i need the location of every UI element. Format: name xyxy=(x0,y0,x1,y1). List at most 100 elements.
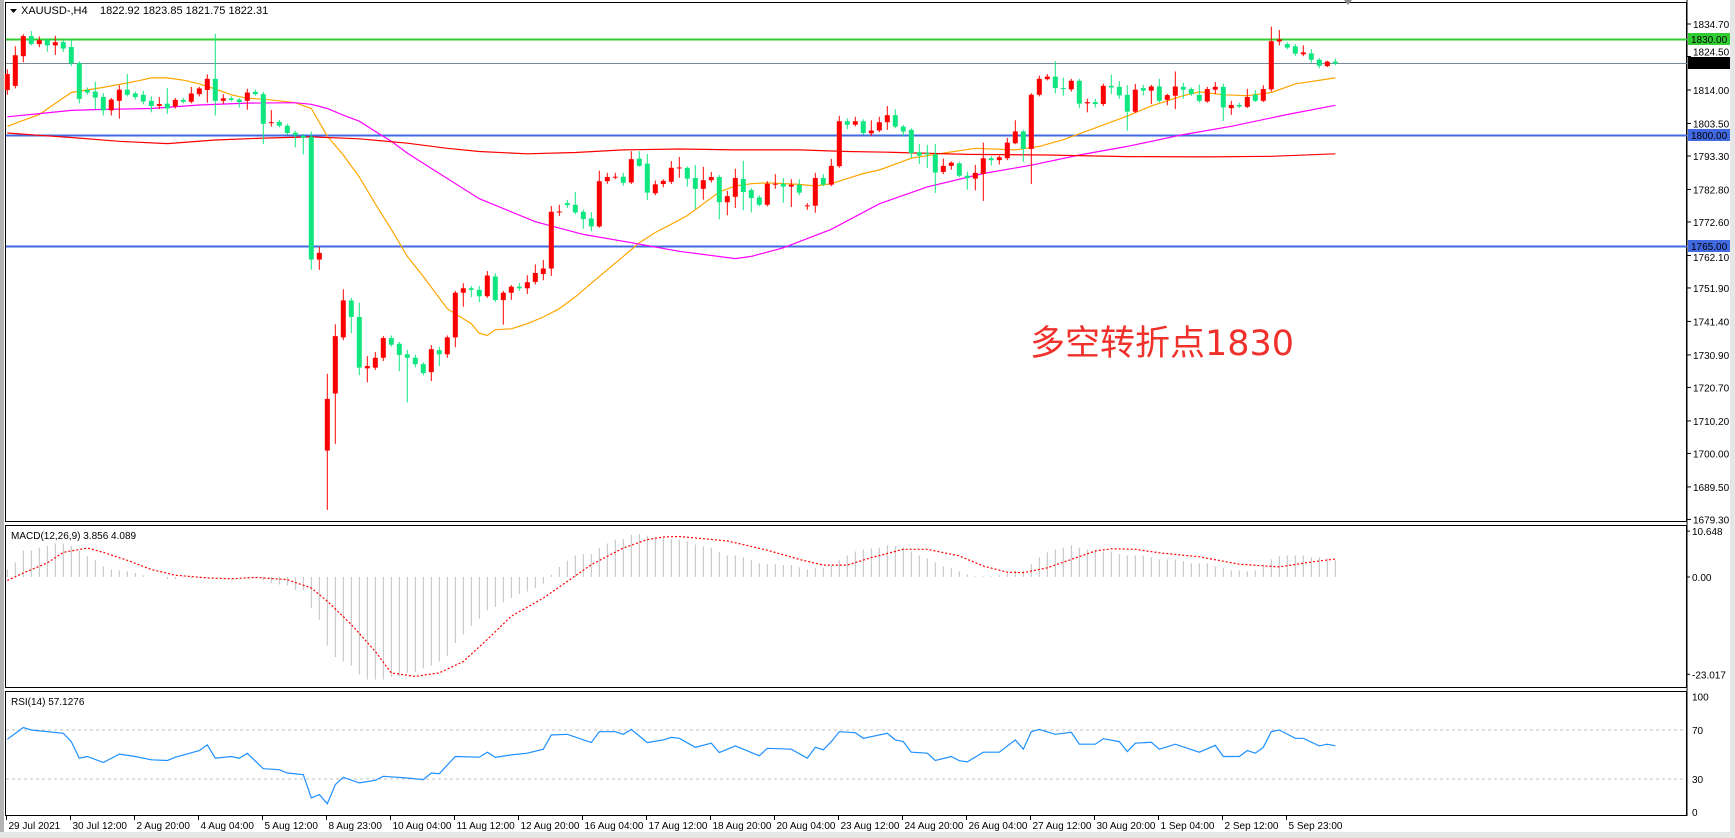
candle xyxy=(20,34,26,63)
candle-body xyxy=(132,93,138,98)
candle-body xyxy=(684,167,690,179)
time-tick-label: 12 Aug 20:00 xyxy=(521,821,580,832)
candle-body xyxy=(868,130,874,134)
candle-body xyxy=(196,88,202,95)
candle xyxy=(1212,82,1218,95)
candle-body xyxy=(1220,86,1226,108)
rsi-line xyxy=(6,726,1336,805)
time-tick-label: 2 Sep 12:00 xyxy=(1225,821,1279,832)
candle xyxy=(908,128,914,158)
candle-body xyxy=(596,181,602,227)
candle xyxy=(204,74,210,103)
candle xyxy=(1132,83,1138,113)
candle xyxy=(980,142,986,201)
candle xyxy=(132,91,138,100)
candle-body xyxy=(116,89,122,101)
candle-body xyxy=(628,159,634,183)
dropdown-triangle-icon[interactable] xyxy=(10,9,17,13)
candle xyxy=(1060,77,1066,96)
candle-body xyxy=(28,36,34,45)
time-tick-label: 24 Aug 20:00 xyxy=(905,821,964,832)
candle xyxy=(948,161,954,170)
candle xyxy=(1188,87,1194,96)
candle xyxy=(212,33,218,116)
candle xyxy=(684,166,690,187)
time-tick-label: 1 Sep 04:00 xyxy=(1161,821,1215,832)
candle-body xyxy=(500,292,506,301)
candle-body xyxy=(964,175,970,178)
candle-body xyxy=(980,158,986,174)
candle xyxy=(292,130,298,148)
candle-body xyxy=(668,167,674,182)
price-tick-label: 1730.90 xyxy=(1693,351,1730,362)
candle xyxy=(484,271,490,298)
candle-body xyxy=(228,98,234,100)
candle-body xyxy=(540,268,546,274)
candle-body xyxy=(140,94,146,102)
candle-body xyxy=(1148,86,1154,91)
candle-body xyxy=(1244,97,1250,107)
time-tick-label: 26 Aug 04:00 xyxy=(969,821,1028,832)
candle xyxy=(676,156,682,178)
candle xyxy=(116,85,122,119)
candle-body xyxy=(444,337,450,355)
candle-body xyxy=(100,97,106,111)
candle-body xyxy=(972,172,978,179)
candle-body xyxy=(620,176,626,183)
candle-body xyxy=(284,125,290,134)
candle xyxy=(300,133,306,155)
candle xyxy=(972,164,978,191)
candle xyxy=(452,290,458,348)
candle-body xyxy=(924,153,930,155)
time-tick-label: 4 Aug 04:00 xyxy=(201,821,255,832)
candle xyxy=(412,354,418,368)
candle-body xyxy=(388,338,394,345)
candle-body xyxy=(772,183,778,185)
candle xyxy=(556,204,562,216)
candle xyxy=(36,36,42,48)
candle-body xyxy=(476,289,482,297)
candle xyxy=(1276,30,1282,46)
candle xyxy=(772,174,778,189)
right-window-edge xyxy=(1730,0,1735,838)
candle xyxy=(124,74,130,97)
candle xyxy=(60,40,66,52)
candle-body xyxy=(20,36,26,57)
price-tick-label: 1762.10 xyxy=(1693,253,1730,264)
candle xyxy=(1252,89,1258,103)
candle xyxy=(1268,26,1274,92)
candle xyxy=(732,168,738,208)
time-axis: 29 Jul 2021 30 Jul 12:00 2 Aug 20:00 4 Aug … xyxy=(6,816,1343,832)
candle xyxy=(476,286,482,302)
candle-body xyxy=(1116,86,1122,96)
time-tick-label: 30 Jul 12:00 xyxy=(73,821,128,832)
chart-shift-marker-icon[interactable] xyxy=(1344,0,1352,5)
candle-body xyxy=(828,165,834,185)
candle xyxy=(1260,85,1266,103)
candle xyxy=(1116,81,1122,99)
candle xyxy=(1244,88,1250,109)
time-tick-label: 16 Aug 04:00 xyxy=(585,821,644,832)
candle-body xyxy=(204,78,210,90)
candle xyxy=(916,144,922,164)
candle-body xyxy=(1100,85,1106,105)
candle-body xyxy=(804,205,810,207)
candle-body xyxy=(836,121,842,167)
candle-body xyxy=(260,94,266,124)
candle xyxy=(244,88,250,110)
candle xyxy=(932,144,938,193)
candle xyxy=(396,341,402,372)
candle xyxy=(540,259,546,281)
candle-body xyxy=(588,218,594,227)
candle-body xyxy=(524,282,530,289)
candle xyxy=(828,158,834,187)
level-label: 1765.00 xyxy=(1691,242,1728,253)
candle-body xyxy=(1316,59,1322,66)
rsi-axis-label: 70 xyxy=(1692,726,1704,737)
candle xyxy=(860,119,866,135)
left-window-edge xyxy=(0,0,4,838)
price-tick-label: 1751.90 xyxy=(1693,284,1730,295)
candle xyxy=(620,172,626,186)
